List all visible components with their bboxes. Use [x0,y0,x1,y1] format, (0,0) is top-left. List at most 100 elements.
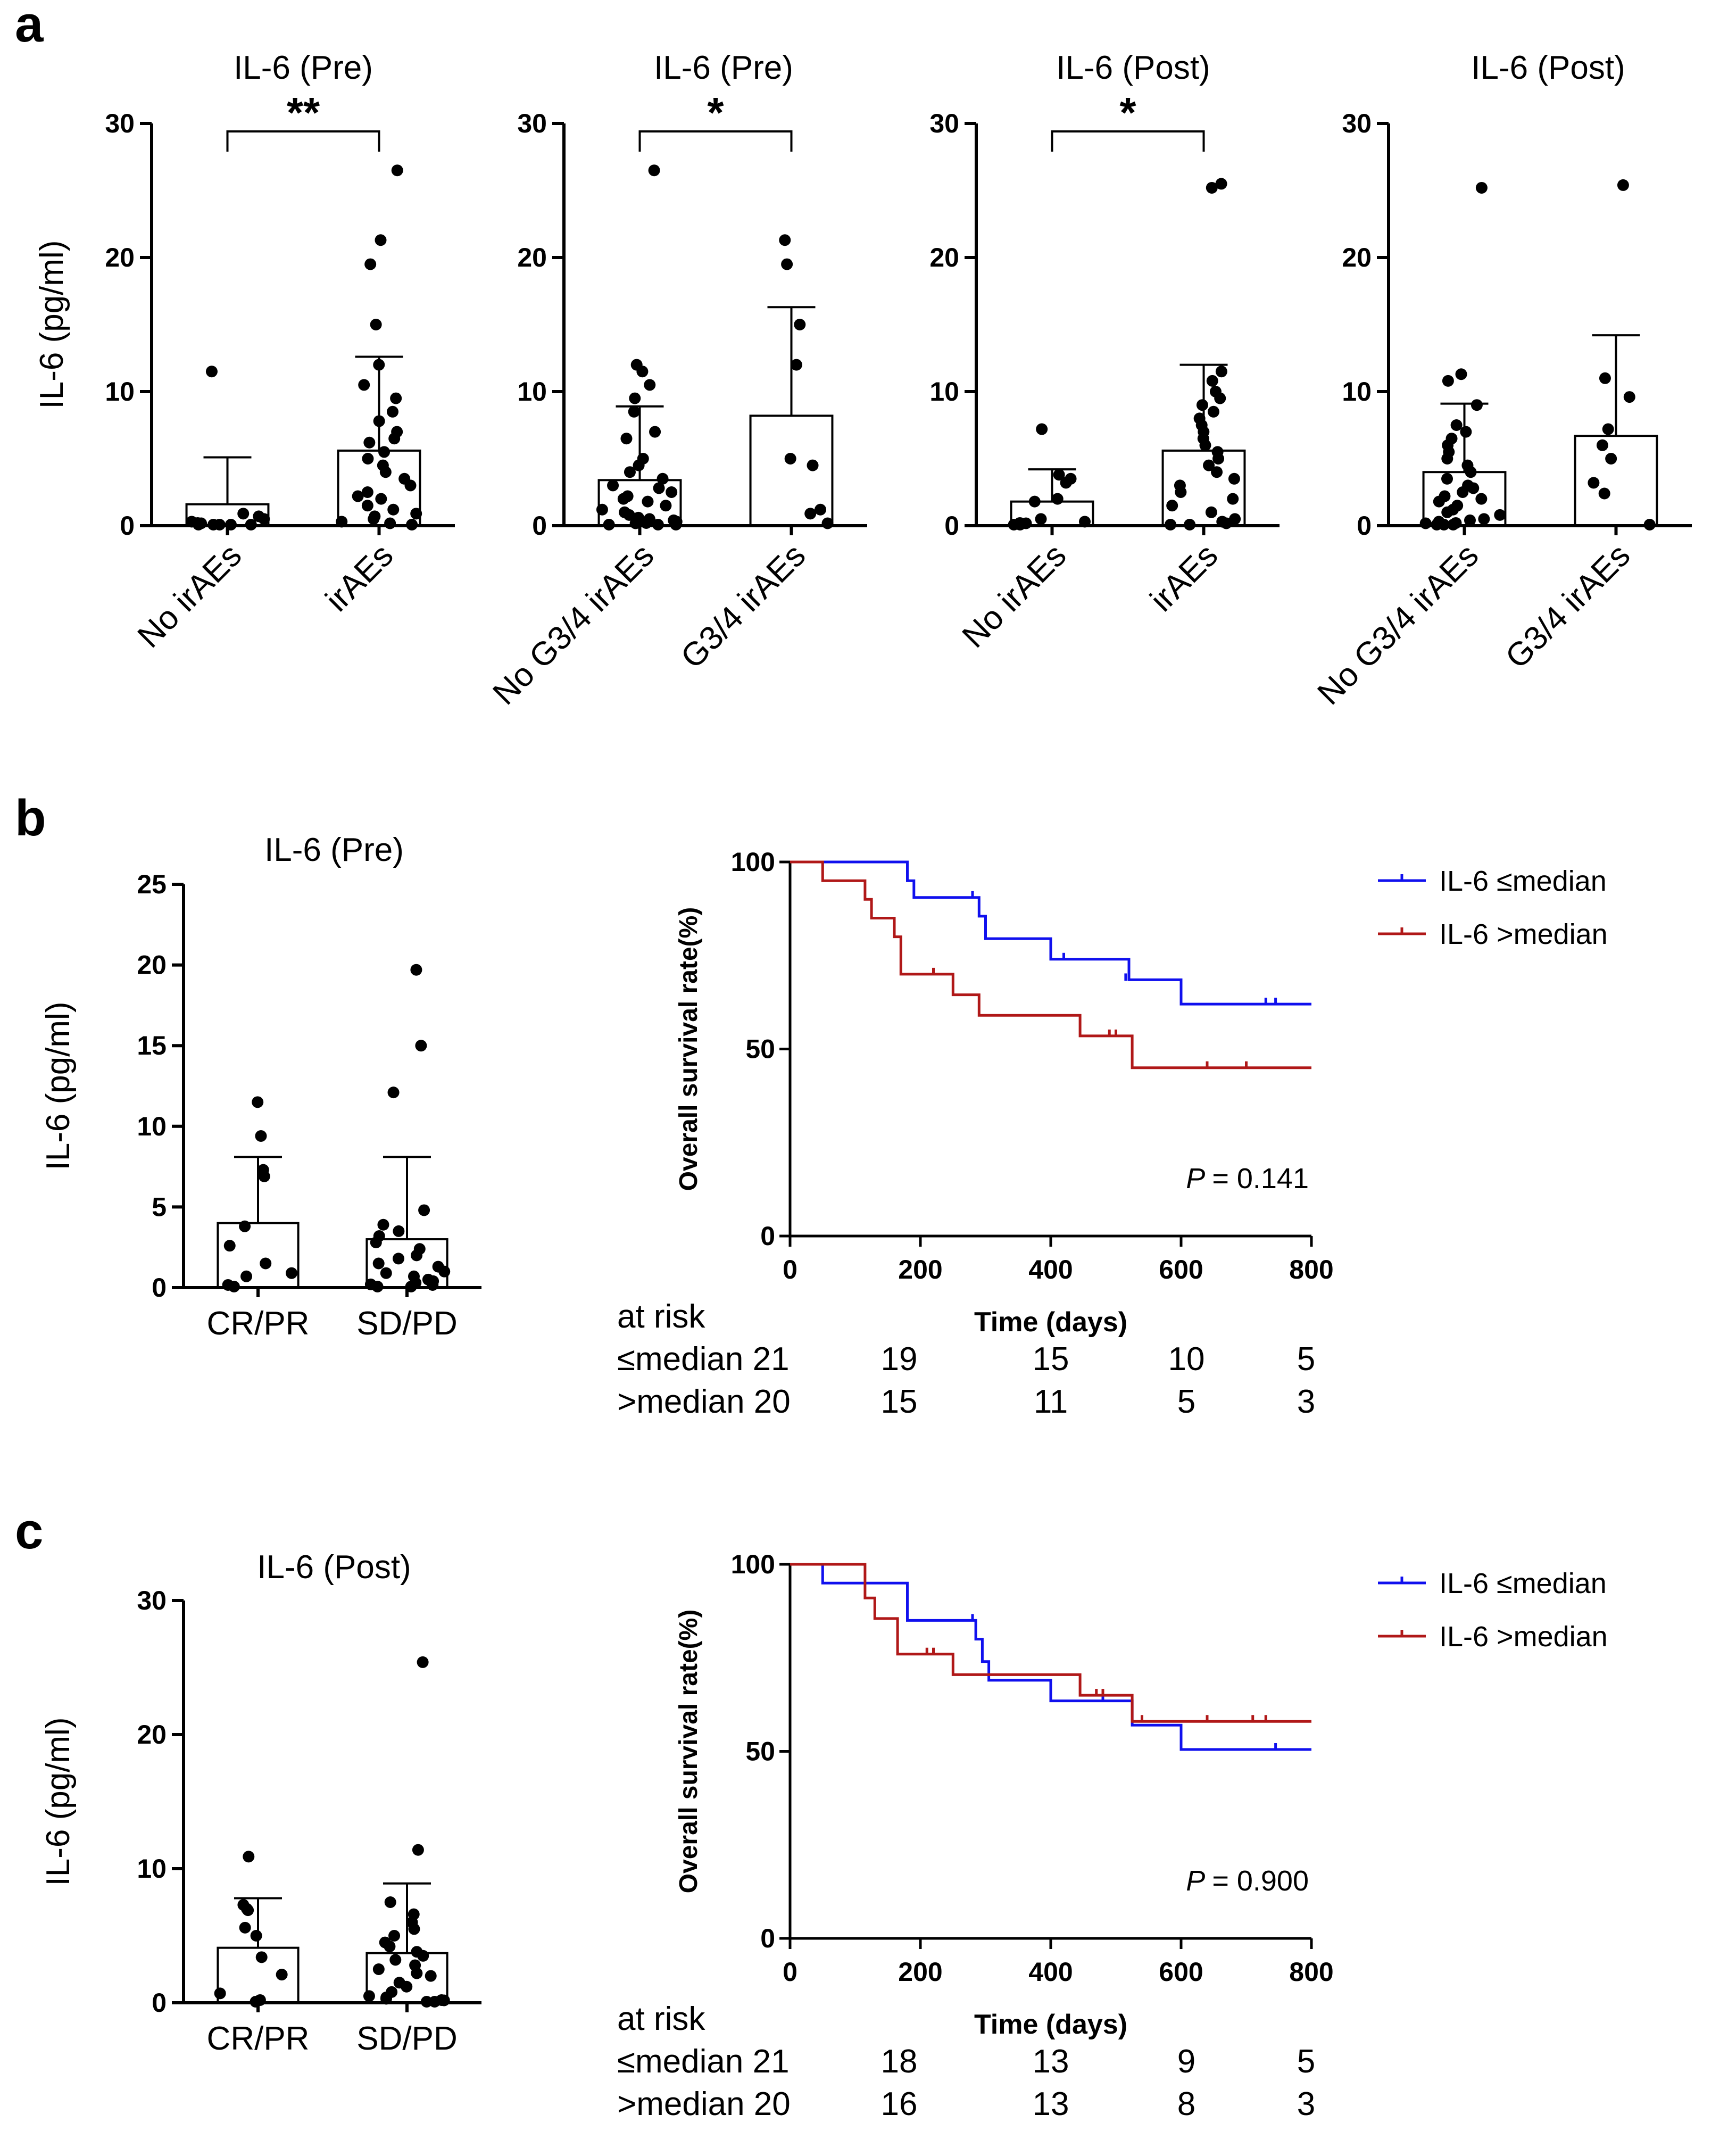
data-point [1460,426,1472,438]
data-point [223,1240,236,1252]
data-point [1475,493,1488,505]
y-tick-label: 20 [105,243,135,272]
significance-stars: * [707,89,724,136]
data-point [670,519,682,530]
data-point [240,1270,253,1282]
chart-title: IL-6 (Pre) [264,832,404,868]
category-label: No G3/4 irAEs [486,537,661,712]
data-point [255,1951,268,1963]
category-label: CR/PR [207,1305,310,1342]
y-tick-label: 15 [137,1031,167,1060]
category-label: No G3/4 irAEs [1310,537,1485,712]
data-point [1228,472,1240,485]
risk-value: 11 [1034,1383,1068,1420]
data-point [1471,399,1483,411]
data-point [438,1265,451,1278]
data-point [390,392,402,404]
category-label: SD/PD [356,2020,457,2057]
data-point [653,482,665,494]
risk-row-name: ≤median 21 [617,2043,790,2080]
data-point [363,1990,375,2002]
data-point [1605,453,1617,465]
y-axis-label: IL-6 (pg/ml) [40,1718,77,1886]
y-tick-label: 20 [1342,243,1372,272]
data-point [361,486,373,498]
data-point [1053,469,1065,481]
data-point [358,379,370,391]
y-tick-label: 100 [731,1549,775,1579]
data-point [620,433,633,445]
data-point [1215,178,1227,190]
data-point [401,1980,413,1993]
data-point [418,1204,430,1216]
data-point [1441,472,1453,485]
data-point [363,436,376,449]
data-point [379,466,392,478]
chart-title: IL-6 (Post) [257,1549,411,1586]
chart-a4: IL-6 (Post) 0 10 20 30 No G3/4 irAEs G3/4 irAE… [1310,49,1692,712]
data-point [636,366,649,378]
data-point [214,1987,226,2000]
y-tick-label: 0 [152,1988,167,2018]
y-tick-label: 0 [1357,511,1372,541]
data-point [1196,399,1208,411]
km-curve-high [790,1563,1311,1723]
y-tick-label: 30 [929,109,959,138]
y-tick-label: 10 [929,377,959,407]
data-point [1203,459,1215,471]
data-point [361,500,373,512]
data-point [364,258,377,270]
data-point [375,493,387,505]
significance-bracket [638,130,793,152]
category-label: SD/PD [356,1305,457,1342]
p-value: P = 0.141 [1186,1163,1309,1195]
data-point [412,1844,424,1856]
data-point [258,1170,270,1182]
data-point [393,1253,405,1265]
data-point [255,1130,267,1142]
data-point [781,258,793,270]
data-point [388,1930,401,1942]
data-point [1079,516,1091,528]
data-point [239,1921,251,1934]
risk-row-name: >median 20 [617,2086,791,2122]
data-point [815,503,827,516]
data-point [1036,423,1048,435]
data-point [657,472,669,485]
data-point [1602,423,1614,435]
risk-value: 13 [1033,2086,1069,2122]
data-point [193,519,205,530]
data-point [1433,495,1445,508]
data-point [438,1994,450,2006]
risk-value: 5 [1297,1341,1315,1378]
y-tick-label: 30 [1342,109,1372,138]
data-point [1206,181,1218,194]
category-label: G3/4 irAEs [1499,537,1638,676]
data-point [784,453,796,465]
risk-value: 16 [881,2086,918,2122]
x-tick-label: 800 [1289,1255,1333,1284]
data-point [352,490,364,502]
legend-label: IL-6 >median [1439,1621,1608,1653]
data-point [373,415,385,427]
data-point [649,426,661,438]
data-point [1617,179,1629,191]
data-point [633,459,645,471]
chart-b1: IL-6 (Pre) IL-6 (pg/ml) 0 5 10 15 20 25 CR/PR SD/… [40,832,481,1342]
data-point [607,479,619,492]
data-point [389,1954,402,1966]
y-tick-label: 20 [137,1720,167,1749]
data-point [1220,517,1233,529]
data-point [1014,519,1026,530]
risk-value: 3 [1297,1383,1315,1420]
y-tick-label: 10 [1342,377,1372,407]
risk-value: 3 [1297,2086,1315,2122]
data-point [644,379,656,391]
data-point [370,319,382,330]
data-point [1211,466,1223,478]
data-point [336,516,348,528]
data-point [1166,500,1178,512]
y-tick-label: 20 [929,243,959,272]
p-label: P [1186,1163,1212,1195]
data-point [1035,513,1047,525]
